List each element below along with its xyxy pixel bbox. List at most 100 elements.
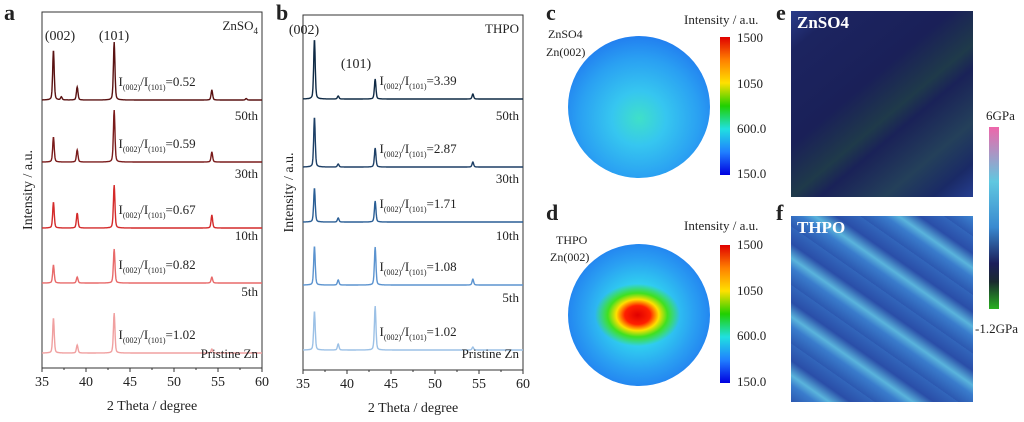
- ratio-part: (002): [123, 266, 141, 275]
- pole-c-tick: 150.0: [737, 166, 767, 181]
- trace-label: Pristine Zn: [201, 346, 259, 361]
- trace-label: 50th: [235, 108, 259, 123]
- x-tick-label: 40: [340, 377, 354, 392]
- ratio-part: I: [119, 327, 123, 342]
- ratio-part: I: [380, 73, 384, 88]
- ratio-part: (101): [148, 83, 166, 92]
- peak-label-002: (002): [289, 23, 320, 38]
- pole-c-colorbar-title: Intensity / a.u.: [684, 12, 759, 27]
- ratio-part: /I: [140, 257, 148, 272]
- trace-label: 5th: [241, 284, 258, 299]
- ratio-label: I(002)/I(101)=2.87: [380, 141, 458, 159]
- trace-label: 30th: [496, 171, 520, 186]
- ratio-part: (101): [409, 268, 427, 277]
- xrd-trace-pristine-zn: [42, 312, 262, 354]
- ratio-label: I(002)/I(101)=0.52: [119, 74, 196, 92]
- ratio-part: I: [119, 74, 123, 89]
- x-tick-label: 35: [35, 375, 49, 390]
- ratio-part: (002): [384, 268, 402, 277]
- x-tick-label: 45: [123, 375, 137, 390]
- ratio-part: (002): [384, 333, 402, 342]
- ratio-part: /I: [401, 73, 409, 88]
- ratio-part: (002): [123, 145, 141, 154]
- ratio-part: =3.39: [427, 73, 457, 88]
- pole-c-tick: 1500: [737, 30, 763, 45]
- panel-label-e: e: [776, 0, 786, 25]
- modulus-map-f: THPO: [791, 216, 973, 402]
- x-tick-label: 60: [255, 375, 269, 390]
- plot-frame: [41, 11, 263, 369]
- pole-c-plane: Zn(002): [546, 45, 586, 59]
- trace-label: 10th: [496, 228, 520, 243]
- panel-label-b: b: [276, 0, 289, 25]
- trace-label: 5th: [502, 290, 519, 305]
- panel-label-d: d: [546, 200, 559, 225]
- x-tick-label: 40: [79, 375, 93, 390]
- pole-d-sample: THPO: [556, 233, 588, 247]
- ratio-part: (101): [148, 145, 166, 154]
- ratio-part: (101): [148, 266, 166, 275]
- ratio-part: =1.08: [427, 259, 457, 274]
- ratio-label: I(002)/I(101)=0.82: [119, 257, 196, 275]
- pole-d-tick: 1500: [737, 237, 763, 252]
- pole-d-colorbar-title: Intensity / a.u.: [684, 218, 759, 233]
- xrd-trace-10th: [42, 184, 262, 229]
- ratio-label: I(002)/I(101)=0.59: [119, 136, 196, 154]
- pole-d-tick: 1050: [737, 283, 763, 298]
- pole-figure-c: [568, 36, 710, 178]
- xrd-trace-pristine-zn: [303, 305, 523, 351]
- xrd-trace-10th: [303, 188, 523, 223]
- ratio-label: I(002)/I(101)=3.39: [380, 73, 457, 91]
- x-tick-label: 55: [472, 377, 486, 392]
- ratio-part: =1.02: [166, 327, 196, 342]
- corner-label: THPO: [485, 21, 519, 36]
- ratio-part: =0.59: [166, 136, 196, 151]
- xrd-trace-5th: [42, 248, 262, 284]
- pole-c-colorbar: [720, 37, 730, 175]
- map-colorbar-max: 6GPa: [986, 108, 1015, 123]
- xrd-trace-30th: [42, 109, 262, 163]
- ratio-part: =1.71: [427, 196, 457, 211]
- ratio-part: I: [380, 196, 384, 211]
- ratio-part: =0.82: [166, 257, 196, 272]
- x-tick-label: 55: [211, 375, 225, 390]
- ratio-part: (101): [409, 333, 427, 342]
- ratio-part: /I: [401, 141, 409, 156]
- ratio-part: /I: [140, 74, 148, 89]
- ratio-label: I(002)/I(101)=1.71: [380, 196, 457, 214]
- ratio-part: (101): [409, 82, 427, 91]
- ratio-part: I: [380, 259, 384, 274]
- modulus-map-e: ZnSO4: [791, 11, 973, 197]
- ratio-part: (101): [409, 205, 427, 214]
- map-e-label: ZnSO4: [797, 13, 849, 32]
- pole-d-plane: Zn(002): [550, 250, 590, 264]
- ratio-part: (002): [384, 205, 402, 214]
- corner-label: ZnSO4: [222, 18, 258, 36]
- peak-label-101: (101): [99, 29, 130, 44]
- xrd-trace-50th: [42, 41, 262, 101]
- plot-frame: [302, 14, 524, 371]
- pole-c-tick: 600.0: [737, 121, 767, 136]
- ratio-part: =2.87: [427, 141, 458, 156]
- ratio-part: I: [119, 257, 123, 272]
- ratio-part: I: [119, 202, 123, 217]
- ratio-label: I(002)/I(101)=0.67: [119, 202, 197, 220]
- x-tick-label: 45: [384, 377, 398, 392]
- xrd-trace-5th: [303, 246, 523, 286]
- corner-label-subscript: 4: [254, 26, 259, 36]
- x-tick-label: 60: [516, 377, 530, 392]
- pole-d-tick: 600.0: [737, 328, 767, 343]
- trace-label: 30th: [235, 166, 259, 181]
- ratio-part: (002): [123, 83, 141, 92]
- ratio-part: /I: [401, 324, 409, 339]
- x-tick-label: 50: [428, 377, 442, 392]
- ratio-part: =1.02: [427, 324, 457, 339]
- map-colorbar-min: -1.2GPa: [975, 321, 1018, 336]
- ratio-label: I(002)/I(101)=1.02: [380, 324, 457, 342]
- ratio-part: /I: [401, 196, 409, 211]
- x-axis-label: 2 Theta / degree: [368, 401, 458, 416]
- x-tick-label: 50: [167, 375, 181, 390]
- peak-label-002: (002): [45, 29, 76, 44]
